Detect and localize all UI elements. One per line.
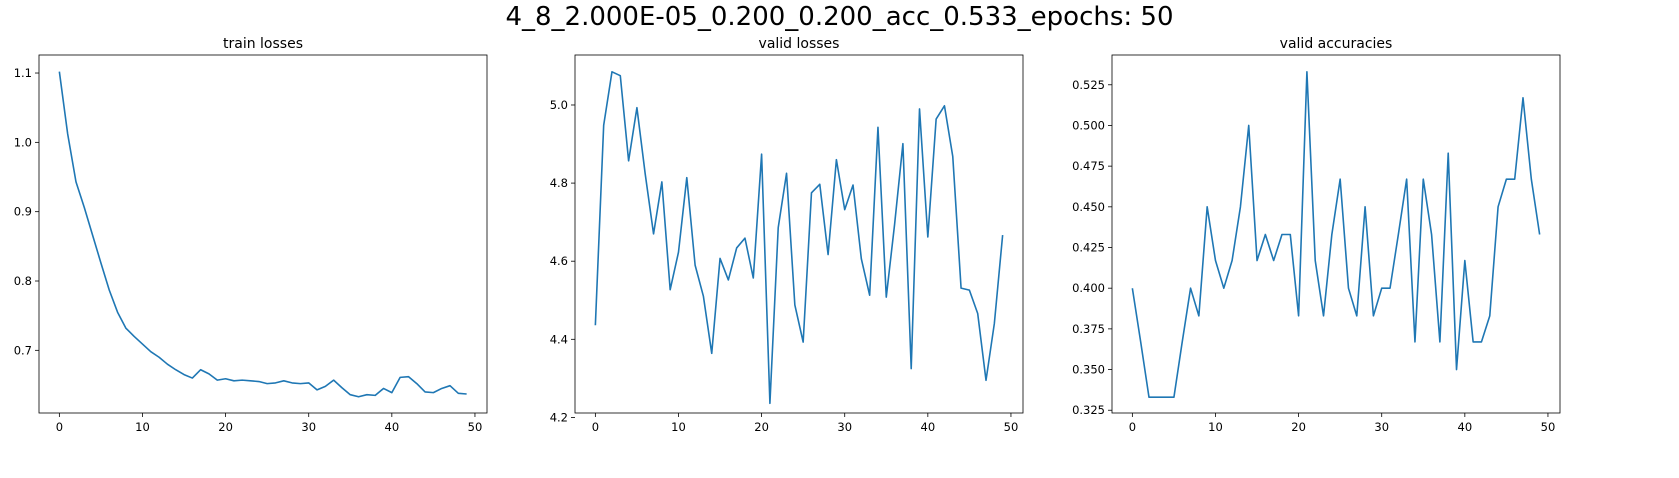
y-tick-label: 0.375 xyxy=(1072,322,1105,336)
y-tick-label: 0.475 xyxy=(1072,159,1105,173)
x-tick-label: 40 xyxy=(921,420,936,434)
y-tick-label: 0.525 xyxy=(1072,78,1105,92)
y-tick-label: 4.4 xyxy=(550,332,568,346)
y-tick-label: 1.1 xyxy=(14,66,32,80)
y-tick-label: 4.8 xyxy=(550,176,568,190)
x-tick-label: 50 xyxy=(1004,420,1019,434)
x-tick-label: 30 xyxy=(1374,420,1389,434)
y-tick-label: 0.400 xyxy=(1072,281,1105,295)
y-tick-label: 4.2 xyxy=(550,410,568,424)
subplot-title: valid losses xyxy=(759,36,840,52)
series-line xyxy=(1131,70,1541,399)
x-tick-label: 0 xyxy=(1129,420,1136,434)
x-tick-label: 50 xyxy=(468,420,483,434)
x-tick-label: 10 xyxy=(671,420,686,434)
x-tick-label: 10 xyxy=(135,420,150,434)
y-tick-label: 0.500 xyxy=(1072,118,1105,132)
y-tick-label: 0.8 xyxy=(14,274,32,288)
series-line xyxy=(594,70,1004,405)
y-tick-label: 5.0 xyxy=(550,98,568,112)
x-tick-label: 50 xyxy=(1541,420,1556,434)
x-tick-label: 40 xyxy=(385,420,400,434)
y-tick-label: 0.450 xyxy=(1072,200,1105,214)
x-tick-label: 30 xyxy=(837,420,852,434)
y-tick-label: 4.6 xyxy=(550,254,568,268)
subplot-title: train losses xyxy=(223,36,303,52)
y-tick-label: 0.325 xyxy=(1072,403,1105,417)
y-tick-label: 1.0 xyxy=(14,135,32,149)
y-tick-label: 0.9 xyxy=(14,205,32,219)
axes-frame xyxy=(38,54,488,414)
axes-frame xyxy=(1111,54,1561,414)
y-tick-label: 0.350 xyxy=(1072,363,1105,377)
y-tick-label: 0.7 xyxy=(14,343,32,357)
x-tick-label: 30 xyxy=(301,420,316,434)
x-tick-label: 10 xyxy=(1208,420,1223,434)
axes-frame xyxy=(574,54,1024,414)
series-line xyxy=(58,71,467,398)
figure-title: 4_8_2.000E-05_0.200_0.200_acc_0.533_epoc… xyxy=(505,2,1174,32)
x-tick-label: 20 xyxy=(218,420,233,434)
y-tick-label: 0.425 xyxy=(1072,241,1105,255)
x-tick-label: 40 xyxy=(1458,420,1473,434)
subplot-title: valid accuracies xyxy=(1280,36,1393,52)
x-tick-label: 20 xyxy=(754,420,769,434)
x-tick-label: 0 xyxy=(56,420,63,434)
x-tick-label: 0 xyxy=(592,420,599,434)
x-tick-label: 20 xyxy=(1291,420,1306,434)
